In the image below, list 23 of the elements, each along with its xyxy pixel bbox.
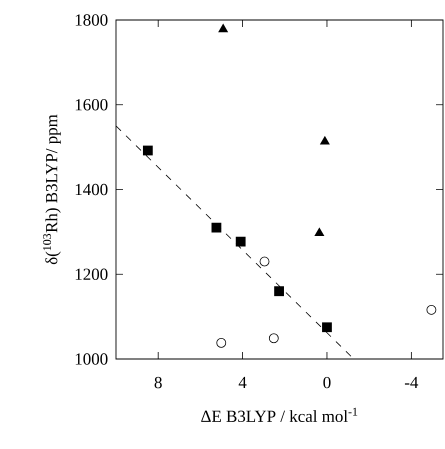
x-tick-label: -4 <box>404 376 418 388</box>
point <box>142 146 153 156</box>
point <box>236 236 246 247</box>
x-tick-label: 8 <box>154 376 162 388</box>
point <box>322 322 332 332</box>
y-tick-label: 1800 <box>76 14 108 26</box>
point <box>268 333 279 344</box>
y-tick-label: 1200 <box>76 268 108 280</box>
point <box>274 286 284 296</box>
point <box>260 256 270 266</box>
x-axis-title: ΔE B3LYP / kcal mol$^{-1}$ <box>201 408 358 422</box>
point <box>216 338 226 348</box>
point <box>218 24 228 32</box>
x-tick-label: 4 <box>238 376 247 388</box>
point <box>426 304 436 315</box>
point <box>320 136 330 145</box>
point <box>314 228 324 236</box>
point <box>212 222 222 233</box>
y-axis-title: δ($^{103}$Rh) B3LYP/ ppm <box>43 114 61 264</box>
y-tick-label: 1000 <box>76 353 108 365</box>
y-tick-label: 1400 <box>76 184 108 196</box>
x-tick-label: 0 <box>323 376 331 388</box>
y-tick-label: 1600 <box>76 99 108 110</box>
